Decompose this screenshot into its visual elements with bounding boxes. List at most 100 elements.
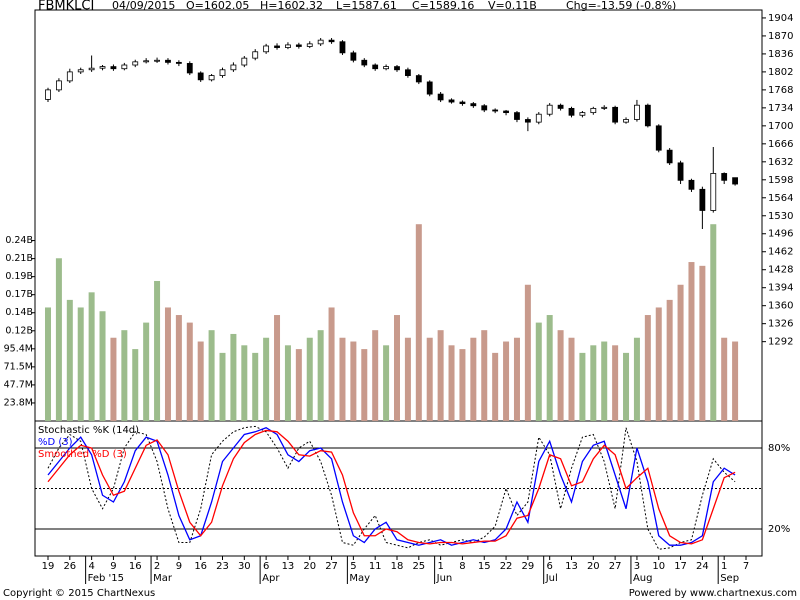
volume-bar xyxy=(710,224,717,421)
volume-bar xyxy=(121,330,128,421)
stoch-line xyxy=(47,425,736,550)
candle-body xyxy=(601,106,608,109)
candle-body xyxy=(623,119,629,123)
powered-by: Powered by www.chartnexus.com xyxy=(629,588,797,599)
month-label: Jul xyxy=(545,573,558,584)
candle-body xyxy=(492,109,499,112)
volume-bar xyxy=(383,345,390,421)
volume-bar xyxy=(481,330,488,421)
volume-tick-label: 0.19B xyxy=(5,271,33,282)
candle-body xyxy=(568,107,575,116)
candle-body xyxy=(721,173,728,181)
volume-bar xyxy=(448,345,455,421)
candle-body xyxy=(306,43,313,47)
volume-bar xyxy=(437,330,444,421)
candle-body xyxy=(361,59,368,66)
y-tick-label: 1802 xyxy=(768,67,793,78)
candle-body xyxy=(295,44,302,47)
stoch-line xyxy=(47,429,736,545)
candle-body xyxy=(274,45,280,48)
x-tick-label: 6 xyxy=(263,561,269,572)
y-tick-label: 1734 xyxy=(768,103,793,114)
volume-bar xyxy=(503,341,510,421)
x-tick-label: 20 xyxy=(303,561,316,572)
volume-bar xyxy=(45,307,51,421)
candle-body xyxy=(165,59,171,63)
candle-body xyxy=(732,177,738,185)
legend-entry: %D (3) xyxy=(38,437,73,448)
candle-body xyxy=(644,104,651,127)
x-tick-label: 1 xyxy=(721,561,727,572)
volume-bar xyxy=(535,322,542,421)
candle-body xyxy=(372,64,379,70)
volume-bar xyxy=(197,341,204,421)
candle-body xyxy=(535,113,542,123)
y-tick-label: 1326 xyxy=(768,319,793,330)
candle-body xyxy=(350,52,357,61)
candle-body xyxy=(88,67,95,71)
y-tick-label: 1360 xyxy=(768,301,793,312)
volume: V=0.11B xyxy=(488,0,537,12)
candle-body xyxy=(252,51,259,59)
stoch-tick-label: 20% xyxy=(768,524,790,535)
x-tick-label: 10 xyxy=(652,561,665,572)
candle-body xyxy=(481,105,488,111)
y-tick-label: 1530 xyxy=(768,211,793,222)
month-label: Mar xyxy=(153,573,173,584)
y-tick-label: 1836 xyxy=(768,49,793,60)
legend-entry: Smoothed %D (3) xyxy=(38,449,127,460)
volume-bar xyxy=(524,284,531,421)
x-tick-label: 27 xyxy=(609,561,622,572)
month-label: Sep xyxy=(720,573,739,584)
x-tick-label: 19 xyxy=(42,561,55,572)
candle-body xyxy=(688,179,695,190)
x-tick-label: 7 xyxy=(743,561,749,572)
volume-bar xyxy=(426,337,433,421)
candle-body xyxy=(503,110,509,114)
candle-body xyxy=(710,173,717,211)
volume-bar xyxy=(677,284,684,421)
volume-bar xyxy=(284,345,291,421)
volume-bar xyxy=(688,262,695,421)
x-tick-label: 27 xyxy=(325,561,338,572)
volume-bar xyxy=(317,330,324,421)
candle-body xyxy=(524,119,531,123)
volume-bar xyxy=(601,341,608,421)
candle-body xyxy=(132,61,139,66)
volume-bar xyxy=(230,333,237,421)
candle-body xyxy=(448,99,455,103)
candle-body xyxy=(426,81,433,95)
candle-body xyxy=(197,72,204,81)
x-tick-label: 22 xyxy=(500,561,513,572)
volume-bar xyxy=(557,330,564,421)
candle-body xyxy=(459,101,466,105)
candle-body xyxy=(437,93,444,101)
y-tick-label: 1768 xyxy=(768,85,793,96)
x-tick-label: 5 xyxy=(350,561,356,572)
volume-bar xyxy=(88,292,95,421)
volume-bar xyxy=(241,345,248,421)
volume-bar xyxy=(415,224,422,421)
x-tick-label: 1 xyxy=(437,561,443,572)
y-tick-label: 1292 xyxy=(768,337,793,348)
chart-title: FBMKLCI xyxy=(38,0,94,14)
candle-body xyxy=(154,59,160,62)
y-tick-label: 1598 xyxy=(768,175,793,186)
month-label: Aug xyxy=(633,573,653,584)
volume-tick-label: 47.7M xyxy=(4,379,33,390)
candle-body xyxy=(121,64,128,70)
volume-bar xyxy=(99,311,106,421)
x-tick-label: 9 xyxy=(176,561,182,572)
volume-bar xyxy=(186,322,193,421)
volume-bar xyxy=(732,341,739,421)
candle-body xyxy=(579,112,586,116)
x-tick-label: 29 xyxy=(522,561,535,572)
x-tick-label: 30 xyxy=(238,561,251,572)
volume-bar xyxy=(339,337,346,421)
y-tick-label: 1904 xyxy=(768,13,793,24)
candle-body xyxy=(77,69,84,73)
volume-bar xyxy=(644,315,651,421)
y-tick-label: 1564 xyxy=(768,193,793,204)
